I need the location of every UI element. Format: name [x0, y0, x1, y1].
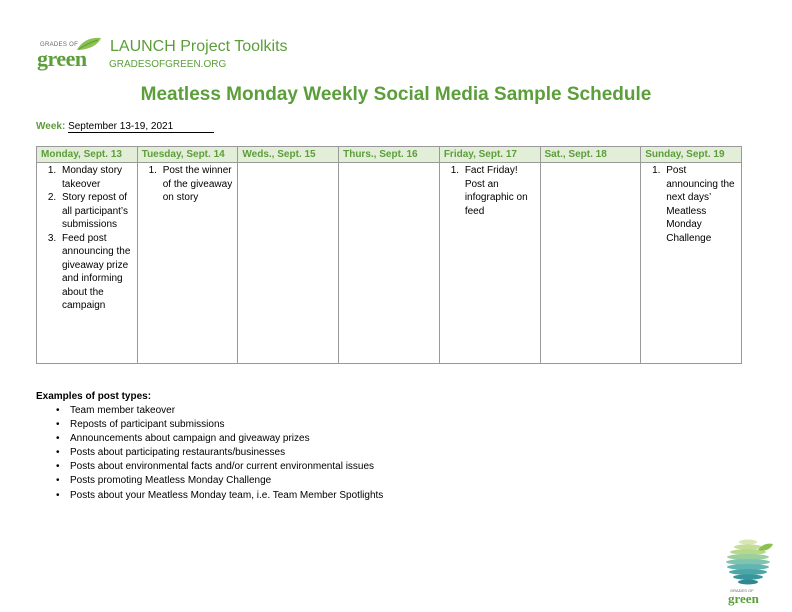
day-cell	[237, 162, 340, 364]
bullet-icon: •	[56, 419, 60, 431]
week-line: Week: September 13-19, 2021	[36, 121, 215, 133]
task-item: Fact Friday! Post an infographic on feed	[462, 164, 536, 218]
list-item: • Posts about environmental facts and/or …	[56, 460, 383, 474]
toolkit-url: GRADESOFGREEN.ORG	[109, 59, 227, 70]
list-item-text: Reposts of participant submissions	[70, 419, 225, 431]
task-item: Post the winner of the giveaway on story	[160, 164, 234, 205]
list-item-text: Posts about participating restaurants/bu…	[70, 447, 286, 459]
list-item-text: Announcements about campaign and giveawa…	[70, 433, 310, 445]
task-item: Post announcing the next days’ Meatless …	[663, 164, 737, 245]
list-item: • Team member takeover	[56, 404, 383, 418]
page-title: Meatless Monday Weekly Social Media Samp…	[140, 84, 652, 105]
day-cell	[539, 162, 642, 364]
footer-logo-small-text: GRADES OF	[730, 588, 754, 593]
day-header: Sunday, Sept. 19	[640, 146, 742, 163]
day-task-list: Fact Friday! Post an infographic on feed	[444, 164, 536, 218]
leaf-icon	[77, 37, 101, 50]
task-item: Monday story takeover	[59, 164, 133, 191]
footer-logo: GRADES OF green	[720, 536, 776, 606]
tree-rings-icon	[726, 539, 773, 585]
logo-small-text: GRADES OF	[40, 42, 79, 48]
day-cell: Post the winner of the giveaway on story	[136, 162, 239, 364]
day-header: Tuesday, Sept. 14	[136, 146, 239, 163]
day-header: Sat., Sept. 18	[539, 146, 642, 163]
schedule-header-row: Monday, Sept. 13 Tuesday, Sept. 14 Weds., …	[36, 146, 742, 163]
bullet-icon: •	[56, 405, 60, 416]
toolkit-title: LAUNCH Project Toolkits	[110, 38, 288, 55]
week-value: September 13-19, 2021	[68, 122, 215, 133]
day-header: Monday, Sept. 13	[36, 146, 138, 163]
bullet-icon: •	[56, 447, 60, 459]
day-header: Weds., Sept. 15	[237, 146, 340, 163]
day-task-list: Monday story takeoverStory repost of all…	[41, 164, 133, 313]
list-item-text: Team member takeover	[70, 405, 176, 416]
list-item: • Posts about your Meatless Monday team, …	[56, 489, 384, 503]
schedule-table: Monday, Sept. 13 Tuesday, Sept. 14 Weds., …	[36, 146, 742, 364]
list-item-text: Posts about your Meatless Monday team, i…	[70, 489, 384, 501]
list-item: • Reposts of participant submissions	[56, 418, 383, 432]
examples-list: • Team member takeover • Reposts of partici…	[36, 404, 383, 503]
bullet-icon: •	[56, 461, 60, 473]
day-header: Thurs., Sept. 16	[338, 146, 440, 163]
day-cell	[338, 162, 440, 364]
footer-logo-large-text: green	[728, 591, 759, 606]
examples-section: Examples of post types: • Team member tak…	[36, 391, 383, 503]
task-item: Feed post announcing the giveaway prize …	[59, 232, 133, 313]
list-item-text: Posts promoting Meatless Monday Challeng…	[70, 475, 272, 487]
logo-large-text: green	[37, 46, 87, 71]
day-task-list: Post the winner of the giveaway on story	[142, 164, 234, 205]
day-cell: Post announcing the next days’ Meatless …	[640, 162, 742, 364]
list-item: • Posts about participating restaurants/b…	[56, 446, 383, 460]
bullet-icon: •	[56, 433, 60, 445]
bullet-icon: •	[56, 489, 60, 501]
day-header: Friday, Sept. 17	[438, 146, 541, 163]
list-item-text: Posts about environmental facts and/or c…	[70, 461, 375, 473]
day-task-list: Post announcing the next days’ Meatless …	[645, 164, 737, 245]
schedule-body-row: Monday story takeoverStory repost of all…	[36, 162, 742, 364]
list-item: • Announcements about campaign and giveaw…	[56, 432, 383, 446]
day-cell: Fact Friday! Post an infographic on feed	[438, 162, 541, 364]
task-item: Story repost of all participant’s submis…	[59, 191, 133, 232]
bullet-icon: •	[56, 475, 60, 487]
examples-title: Examples of post types:	[36, 391, 152, 402]
header-logo: GRADES OF green	[36, 36, 104, 71]
day-cell: Monday story takeoverStory repost of all…	[36, 162, 138, 364]
list-item: • Posts promoting Meatless Monday Challen…	[56, 474, 383, 488]
week-label: Week:	[36, 121, 66, 132]
